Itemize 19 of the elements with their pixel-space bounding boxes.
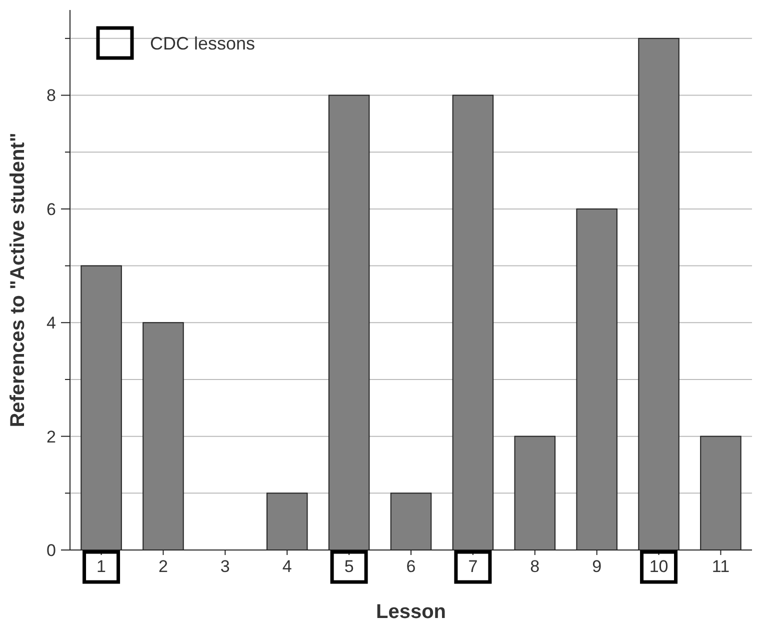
x-tick-label: 4 [282,557,292,576]
y-tick-label: 2 [46,427,56,446]
annotation: CDC lessons [150,33,256,54]
x-tick-label: 11 [712,557,730,576]
y-tick-label: 8 [46,86,56,106]
y-tick-label: 0 [46,540,56,560]
x-axis-title: Lesson [376,601,446,623]
y-tick-label: 6 [46,200,56,219]
y-tick-label: 4 [46,314,56,333]
x-tick-label: 3 [220,557,230,576]
x-tick-label: 2 [158,557,168,576]
x-tick-label: 5 [344,557,354,576]
x-tick-label: 7 [468,557,478,576]
x-tick-label: 9 [592,557,602,576]
x-tick-label: 6 [406,557,416,576]
x-tick-label: 10 [649,557,668,576]
x-tick-label: 1 [96,557,106,576]
x-tick-label: 8 [530,557,540,576]
y-axis-title: References to "Active student" [7,132,29,428]
